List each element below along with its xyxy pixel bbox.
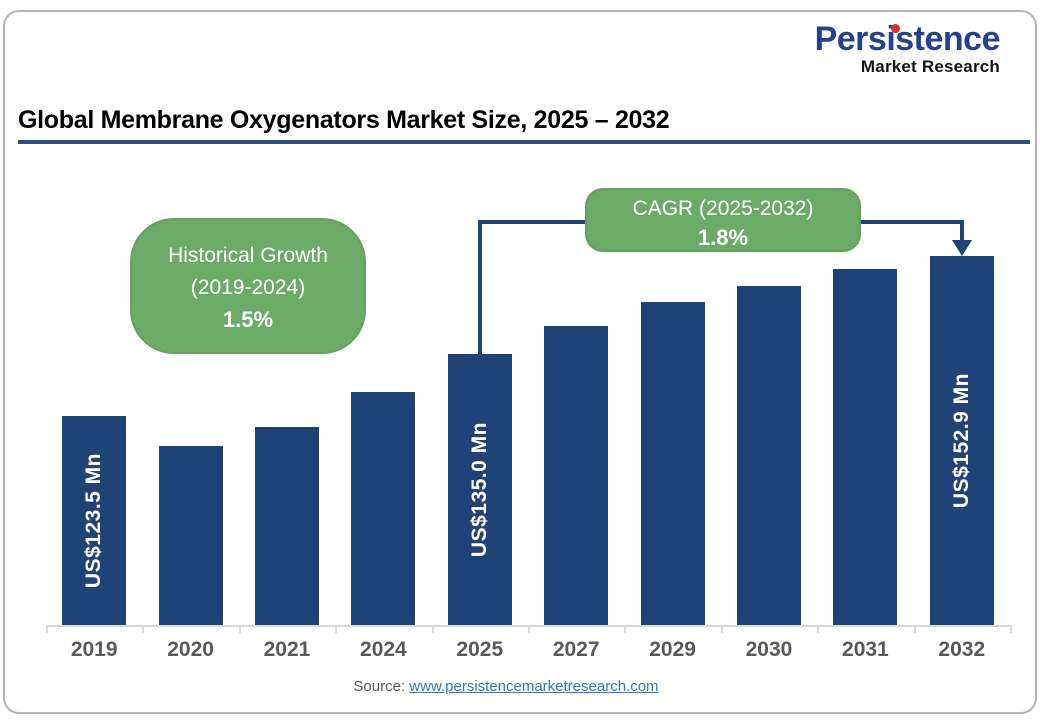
x-axis-label-2032: 2032 bbox=[938, 638, 986, 661]
historical-growth-line1: Historical Growth bbox=[168, 244, 328, 267]
x-axis-tick bbox=[528, 625, 530, 633]
cagr-callout: CAGR (2025-2032) 1.8% bbox=[585, 188, 861, 252]
bar-2024 bbox=[351, 392, 416, 625]
logo-red-dot-icon bbox=[890, 24, 900, 33]
source-label: Source: bbox=[353, 678, 406, 695]
cagr-connector-vertical-left bbox=[477, 220, 482, 354]
chart-title: Global Membrane Oxygenators Market Size,… bbox=[18, 106, 670, 134]
x-axis-label-2031: 2031 bbox=[842, 638, 889, 661]
bar-2032: US$152.9 Mn bbox=[929, 256, 994, 625]
bar-2030 bbox=[737, 286, 801, 625]
bar-2025: US$135.0 Mn bbox=[447, 354, 512, 625]
cagr-connector-vertical-right bbox=[959, 220, 964, 242]
bar-2029 bbox=[640, 302, 705, 625]
x-axis-label-2021: 2021 bbox=[263, 638, 311, 661]
historical-growth-callout: Historical Growth (2019-2024) 1.5% bbox=[130, 218, 366, 354]
logo-subtitle: Market Research bbox=[860, 57, 1000, 76]
logo-brand-text: Persistence bbox=[814, 20, 1001, 58]
bar-2021 bbox=[255, 427, 319, 625]
x-axis-tick bbox=[335, 625, 338, 633]
x-axis-tick bbox=[817, 625, 820, 633]
source-link[interactable]: www.persistencemarketresearch.com bbox=[409, 678, 659, 695]
title-underline bbox=[18, 140, 1030, 144]
x-axis-tick bbox=[1010, 625, 1012, 633]
x-axis-tick bbox=[46, 625, 48, 633]
bar-value-label-2019: US$123.5 Mn bbox=[82, 452, 106, 589]
bar-2019: US$123.5 Mn bbox=[62, 416, 127, 625]
historical-growth-value: 1.5% bbox=[222, 307, 274, 332]
cagr-value: 1.8% bbox=[697, 225, 749, 251]
x-axis-label-2027: 2027 bbox=[552, 638, 600, 661]
x-axis-label-2029: 2029 bbox=[649, 638, 696, 661]
x-axis-label-2019: 2019 bbox=[70, 638, 118, 661]
logo-brand-word: Persistence bbox=[814, 20, 1001, 58]
pmr-logo: Persistence Market Research bbox=[814, 20, 1001, 76]
bar-2020 bbox=[158, 446, 223, 625]
x-axis-tick bbox=[624, 625, 627, 633]
x-axis-label-2025: 2025 bbox=[456, 638, 504, 661]
x-axis-tick bbox=[913, 625, 916, 633]
x-axis-tick bbox=[431, 625, 434, 633]
source-note: Source: www.persistencemarketresearch.co… bbox=[0, 678, 1012, 695]
x-axis-tick bbox=[720, 625, 723, 633]
bar-value-label-2032: US$152.9 Mn bbox=[949, 372, 973, 509]
cagr-connector-arrowhead-icon bbox=[951, 240, 972, 256]
bar-2027 bbox=[544, 326, 609, 625]
historical-growth-line2: (2019-2024) bbox=[190, 275, 306, 299]
bar-2031 bbox=[833, 269, 898, 625]
x-axis-label-2024: 2024 bbox=[360, 638, 407, 661]
bar-value-label-2025: US$135.0 Mn bbox=[467, 421, 491, 558]
x-axis-label-2030: 2030 bbox=[745, 638, 793, 661]
x-axis-tick bbox=[238, 625, 241, 633]
page-border-frame bbox=[3, 10, 1037, 714]
x-axis-tick bbox=[142, 625, 145, 633]
cagr-line1: CAGR (2025-2032) bbox=[632, 197, 814, 220]
x-axis-label-2020: 2020 bbox=[167, 638, 214, 661]
